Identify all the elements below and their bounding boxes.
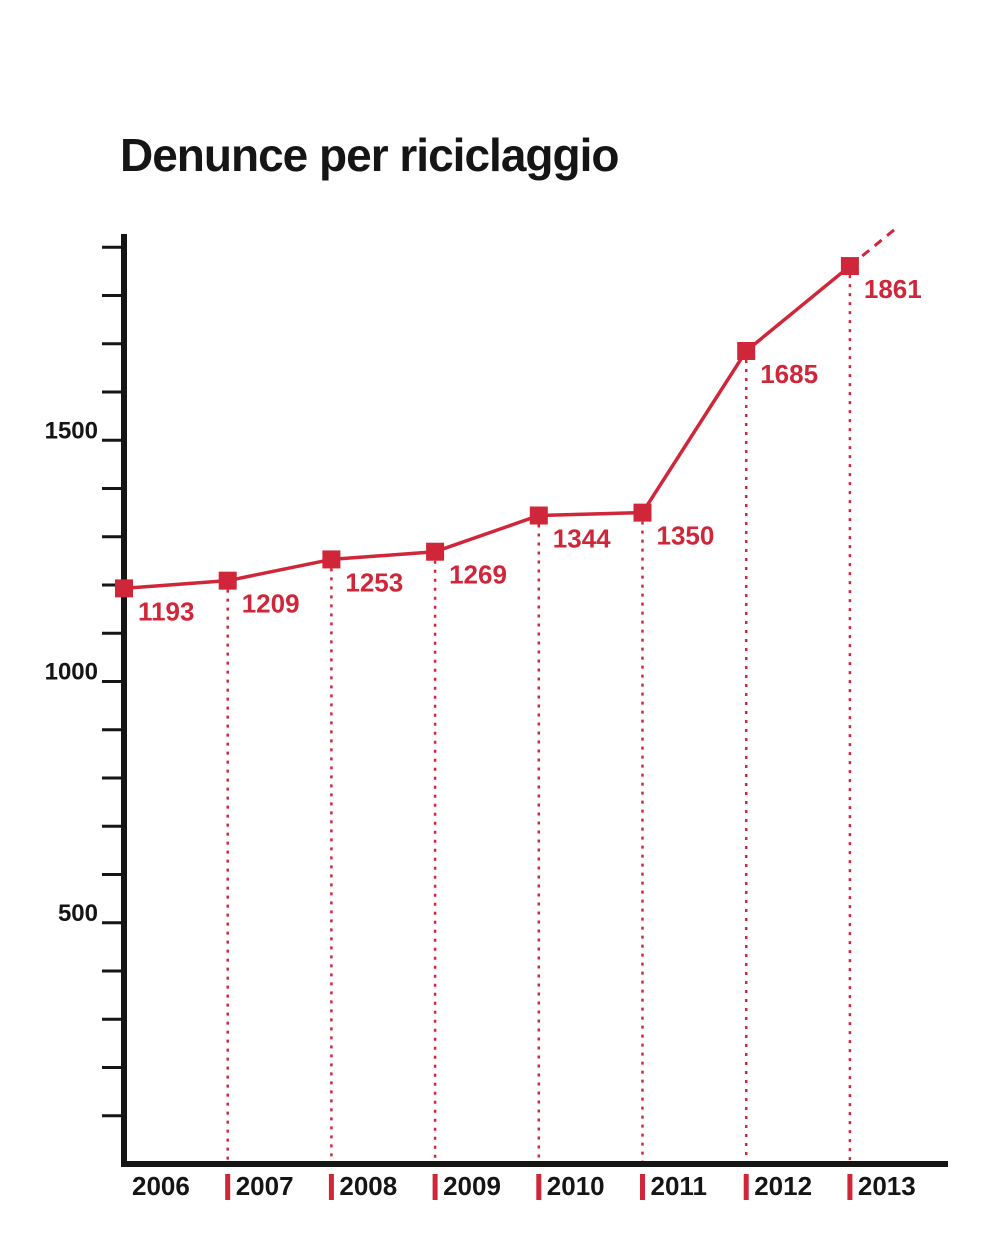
trend-extension xyxy=(848,228,896,268)
y-tick-label: 1500 xyxy=(45,417,98,444)
data-labels: 1193 1209 1253 1269 1344 1350 1685 1861 xyxy=(138,274,922,626)
x-tick-marker xyxy=(536,1174,542,1200)
series-line xyxy=(123,264,852,591)
x-tick-label: 2006 xyxy=(132,1171,190,1201)
data-point xyxy=(426,542,445,561)
data-label: 1344 xyxy=(553,524,611,554)
x-axis-ticks: 2006 2007 2008 2009 2010 2011 2012 2013 xyxy=(132,1171,916,1201)
x-tick-label: 2012 xyxy=(754,1171,812,1201)
chart-title: Denunce per riciclaggio xyxy=(120,129,619,181)
y-tick-label: 500 xyxy=(58,900,98,927)
data-label: 1685 xyxy=(760,359,818,389)
data-label: 1269 xyxy=(449,560,507,590)
axes xyxy=(121,234,948,1167)
data-label: 1209 xyxy=(242,589,300,619)
y-axis-ticks: 500 1000 1500 xyxy=(45,245,124,1118)
data-label: 1193 xyxy=(138,596,194,626)
x-tick-marker xyxy=(432,1174,438,1200)
data-point xyxy=(633,503,652,522)
data-point xyxy=(840,257,859,276)
y-tick-label: 1000 xyxy=(45,659,98,686)
data-label: 1253 xyxy=(345,567,403,597)
x-tick-marker xyxy=(743,1174,749,1200)
data-point xyxy=(115,579,133,598)
data-point xyxy=(529,506,548,525)
x-tick-label: 2008 xyxy=(339,1171,397,1201)
x-tick-marker xyxy=(640,1174,645,1200)
x-tick-marker xyxy=(328,1174,334,1200)
x-tick-label: 2010 xyxy=(547,1171,605,1201)
data-point xyxy=(218,571,237,590)
drop-lines xyxy=(226,266,852,1164)
data-point xyxy=(322,550,341,569)
data-label: 1350 xyxy=(657,521,715,551)
data-label: 1861 xyxy=(864,274,922,304)
x-tick-label: 2011 xyxy=(651,1171,707,1201)
x-tick-marker xyxy=(847,1174,853,1200)
data-point xyxy=(737,341,756,360)
x-tick-label: 2007 xyxy=(236,1171,294,1201)
x-tick-marker xyxy=(225,1174,231,1200)
x-tick-label: 2013 xyxy=(858,1171,916,1201)
series xyxy=(115,228,896,598)
x-tick-label: 2009 xyxy=(443,1171,501,1201)
